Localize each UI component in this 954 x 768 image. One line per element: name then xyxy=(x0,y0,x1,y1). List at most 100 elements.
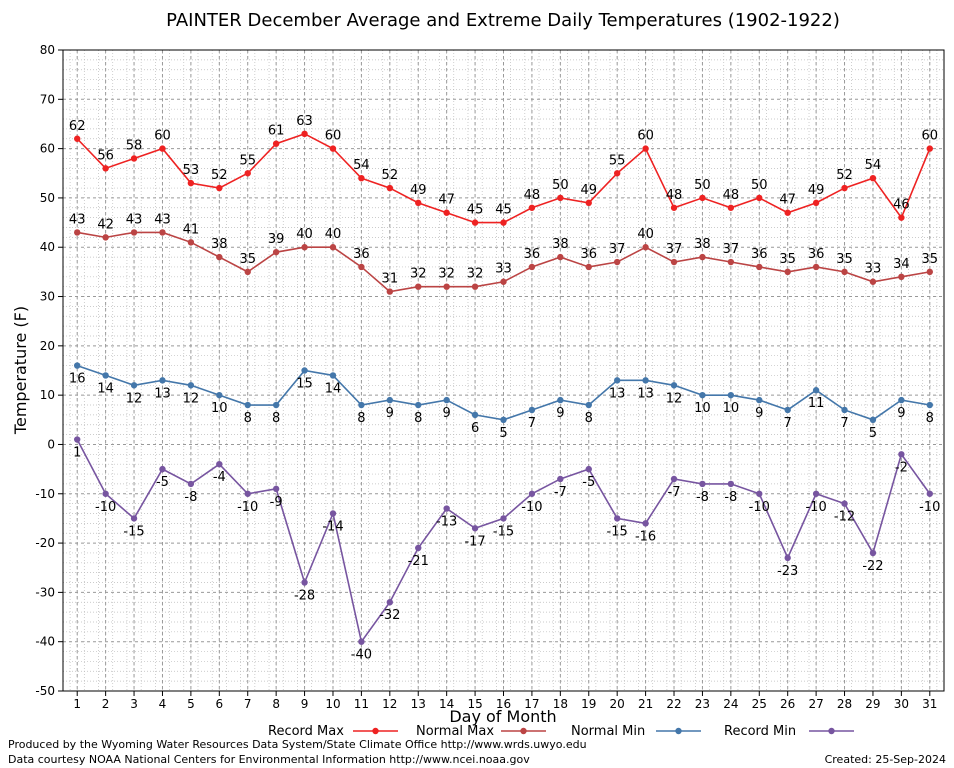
data-point xyxy=(415,283,422,290)
data-point xyxy=(670,258,678,266)
data-label: 34 xyxy=(893,257,910,272)
data-point xyxy=(528,406,536,414)
data-point xyxy=(102,372,109,379)
credit-line-2: Data courtesy NOAA National Centers for … xyxy=(8,753,530,766)
data-label: -40 xyxy=(351,648,372,663)
y-tick-label: -20 xyxy=(35,536,55,550)
data-point xyxy=(784,209,791,216)
data-label: 40 xyxy=(637,227,654,242)
data-label: 45 xyxy=(467,203,484,218)
data-point xyxy=(301,579,308,586)
data-label: 33 xyxy=(495,262,512,277)
data-point xyxy=(216,253,223,261)
data-label: 62 xyxy=(69,119,86,134)
data-point xyxy=(727,391,735,399)
data-label: -28 xyxy=(294,589,315,604)
data-point xyxy=(642,377,649,384)
data-label: 36 xyxy=(808,247,825,262)
data-label: -10 xyxy=(95,500,116,515)
x-tick-label: 29 xyxy=(865,697,880,711)
data-label: 14 xyxy=(97,381,114,396)
data-point xyxy=(415,544,422,552)
data-point xyxy=(841,406,848,414)
data-point xyxy=(159,229,166,236)
data-point xyxy=(869,416,877,424)
data-point xyxy=(784,554,791,562)
data-point xyxy=(272,401,280,409)
data-label: -23 xyxy=(777,564,798,579)
major-grid xyxy=(63,49,944,692)
data-label: 12 xyxy=(126,391,143,406)
y-tick-label: 50 xyxy=(40,191,55,205)
y-tick-label: 70 xyxy=(40,92,55,106)
data-point xyxy=(898,273,905,281)
x-tick-label: 15 xyxy=(467,697,482,711)
data-label: -12 xyxy=(834,510,855,525)
y-tick-label: -10 xyxy=(35,487,55,501)
data-label: 1 xyxy=(73,446,81,461)
data-point xyxy=(557,253,564,261)
x-tick-label: 16 xyxy=(496,697,511,711)
data-point xyxy=(642,244,649,251)
data-point xyxy=(187,239,195,246)
data-point xyxy=(130,229,138,236)
data-label: 47 xyxy=(779,193,796,208)
data-point xyxy=(415,199,422,207)
data-point xyxy=(386,396,394,404)
data-point xyxy=(528,263,536,271)
data-label: 9 xyxy=(556,406,564,421)
data-point xyxy=(528,490,536,497)
data-label: -7 xyxy=(668,485,681,500)
data-label: 60 xyxy=(637,129,654,144)
data-point xyxy=(187,480,195,488)
data-label: 7 xyxy=(784,416,792,431)
x-tick-label: 30 xyxy=(894,697,909,711)
data-label: -10 xyxy=(521,500,542,515)
data-point xyxy=(74,229,81,236)
x-tick-label: 14 xyxy=(439,697,454,711)
data-label: -5 xyxy=(582,475,595,490)
data-label: -15 xyxy=(493,524,514,539)
data-label: 49 xyxy=(580,183,597,198)
data-label: 47 xyxy=(438,193,455,208)
data-point xyxy=(727,480,735,488)
data-label: -21 xyxy=(408,554,429,569)
y-tick-label: -40 xyxy=(35,635,55,649)
data-label: -9 xyxy=(270,495,283,510)
data-label: 5 xyxy=(869,426,877,441)
data-label: 38 xyxy=(694,237,711,252)
data-label: 7 xyxy=(840,416,848,431)
data-label: 35 xyxy=(836,252,853,267)
data-point xyxy=(244,401,251,409)
data-point xyxy=(329,510,337,517)
data-label: 49 xyxy=(808,183,825,198)
data-label: 37 xyxy=(666,242,683,257)
x-tick-label: 10 xyxy=(325,697,340,711)
data-label: -10 xyxy=(919,500,940,515)
data-point xyxy=(812,263,820,271)
data-label: 32 xyxy=(438,267,455,282)
data-point xyxy=(130,382,138,389)
data-point xyxy=(159,145,166,152)
data-point xyxy=(756,490,763,497)
data-point xyxy=(329,372,337,379)
data-label: 13 xyxy=(609,386,626,401)
y-axis: -50 -40 -30 -20 -10 0 10 20 30 40 50 60 70 80 xyxy=(35,43,63,698)
y-tick-label: 40 xyxy=(40,240,55,254)
x-axis: 1 2 3 4 5 6 7 8 9 10 11 12 13 14 15 16 17 18 19 20 21 22 23 24 2… xyxy=(73,691,937,711)
data-label: 13 xyxy=(154,386,171,401)
data-point xyxy=(812,387,820,394)
data-label: 52 xyxy=(836,168,853,183)
data-label: 54 xyxy=(353,158,370,173)
data-label: 60 xyxy=(154,129,171,144)
data-label: 58 xyxy=(126,138,143,153)
legend-label: Record Min xyxy=(724,724,796,739)
data-point xyxy=(699,480,706,488)
data-point xyxy=(244,170,251,177)
data-label: 48 xyxy=(524,188,541,203)
data-point xyxy=(869,175,877,182)
data-point xyxy=(727,204,735,211)
series-layer xyxy=(74,130,933,645)
data-label: -16 xyxy=(635,529,656,544)
created-date: Created: 25-Sep-2024 xyxy=(825,753,946,766)
